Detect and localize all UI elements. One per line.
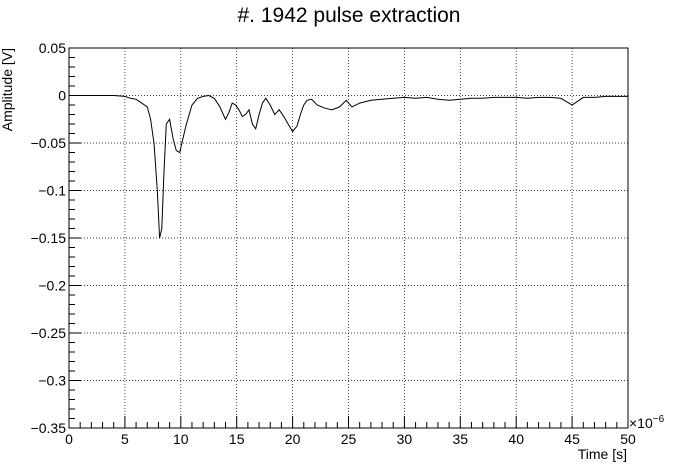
x-tick-label: 45 <box>564 431 580 447</box>
y-tick-label: −0.05 <box>31 135 67 151</box>
x-tick-label: 30 <box>397 431 413 447</box>
y-tick-label: −0.1 <box>38 183 66 199</box>
x-tick-label: 35 <box>453 431 469 447</box>
x-tick-label: 20 <box>285 431 301 447</box>
x-multiplier-base: ×10 <box>629 415 653 431</box>
x-tick-label: 40 <box>508 431 524 447</box>
x-multiplier-exp: −6 <box>653 414 665 425</box>
x-multiplier: ×10−6 <box>629 414 665 431</box>
x-tick-labels: 0 5 10 15 20 25 30 35 40 45 50 <box>65 431 636 447</box>
x-tick-label: 25 <box>341 431 357 447</box>
signal-trace <box>69 94 628 239</box>
y-tick-label: 0 <box>58 88 66 104</box>
y-tick-label: −0.2 <box>38 278 66 294</box>
x-tick-label: 5 <box>121 431 129 447</box>
x-tick-label: 50 <box>620 431 636 447</box>
grid-lines <box>69 48 628 428</box>
y-tick-label: 0.05 <box>39 40 66 56</box>
y-axis-label: Amplitude [V] <box>0 48 15 131</box>
chart-title: #. 1942 pulse extraction <box>238 4 461 27</box>
x-axis-label: Time [s] <box>578 446 627 462</box>
plot-frame <box>68 47 629 429</box>
y-tick-label: −0.25 <box>31 325 67 341</box>
y-tick-label: −0.3 <box>38 373 66 389</box>
y-tick-label: −0.35 <box>31 420 67 436</box>
x-tick-label: 15 <box>229 431 245 447</box>
y-tick-label: −0.15 <box>31 230 67 246</box>
y-tick-labels: 0.05 0 −0.05 −0.1 −0.15 −0.2 −0.25 −0.3 −0.35 <box>31 40 67 436</box>
x-tick-label: 10 <box>173 431 189 447</box>
x-tick-label: 0 <box>65 431 73 447</box>
